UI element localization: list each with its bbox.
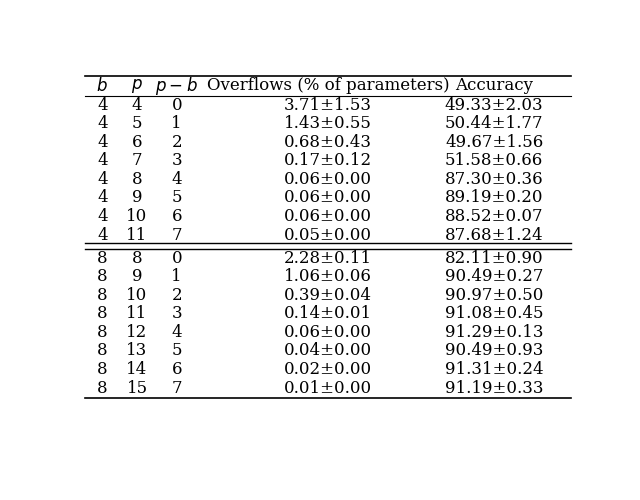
Text: $b$: $b$	[97, 76, 108, 94]
Text: 88.52±0.07: 88.52±0.07	[445, 208, 543, 225]
Text: Accuracy: Accuracy	[455, 77, 533, 94]
Text: 13: 13	[127, 342, 148, 359]
Text: 2: 2	[172, 286, 182, 304]
Text: 4: 4	[97, 190, 108, 206]
Text: 7: 7	[172, 226, 182, 244]
Text: 6: 6	[172, 208, 182, 225]
Text: 51.58±0.66: 51.58±0.66	[445, 152, 543, 170]
Text: 49.67±1.56: 49.67±1.56	[445, 134, 543, 150]
Text: 1.06±0.06: 1.06±0.06	[284, 268, 372, 285]
Text: 0.06±0.00: 0.06±0.00	[284, 324, 372, 341]
Text: 8: 8	[97, 268, 108, 285]
Text: 14: 14	[127, 361, 148, 378]
Text: Overflows (% of parameters): Overflows (% of parameters)	[207, 77, 449, 94]
Text: $p-b$: $p-b$	[156, 74, 198, 96]
Text: 4: 4	[97, 171, 108, 188]
Text: 0.39±0.04: 0.39±0.04	[284, 286, 372, 304]
Text: 91.29±0.13: 91.29±0.13	[445, 324, 543, 341]
Text: 0: 0	[172, 250, 182, 266]
Text: 1.43±0.55: 1.43±0.55	[284, 115, 372, 132]
Text: 4: 4	[97, 226, 108, 244]
Text: 3: 3	[172, 306, 182, 322]
Text: 87.30±0.36: 87.30±0.36	[445, 171, 543, 188]
Text: 10: 10	[127, 208, 148, 225]
Text: 8: 8	[97, 250, 108, 266]
Text: 91.08±0.45: 91.08±0.45	[445, 306, 543, 322]
Text: 4: 4	[97, 208, 108, 225]
Text: 0.01±0.00: 0.01±0.00	[284, 380, 372, 396]
Text: 0.06±0.00: 0.06±0.00	[284, 190, 372, 206]
Text: 0.14±0.01: 0.14±0.01	[284, 306, 372, 322]
Text: 5: 5	[172, 190, 182, 206]
Text: 0.17±0.12: 0.17±0.12	[284, 152, 372, 170]
Text: 4: 4	[97, 134, 108, 150]
Text: 4: 4	[172, 171, 182, 188]
Text: 2.28±0.11: 2.28±0.11	[284, 250, 372, 266]
Text: $p$: $p$	[131, 76, 143, 94]
Text: 1: 1	[172, 115, 182, 132]
Text: 8: 8	[132, 171, 142, 188]
Text: 8: 8	[132, 250, 142, 266]
Text: 0.05±0.00: 0.05±0.00	[284, 226, 372, 244]
Text: 4: 4	[132, 96, 142, 114]
Text: 8: 8	[97, 306, 108, 322]
Text: 0.68±0.43: 0.68±0.43	[284, 134, 372, 150]
Text: 90.49±0.93: 90.49±0.93	[445, 342, 543, 359]
Text: 11: 11	[127, 226, 148, 244]
Text: 8: 8	[97, 324, 108, 341]
Text: 8: 8	[97, 361, 108, 378]
Text: 82.11±0.90: 82.11±0.90	[445, 250, 543, 266]
Text: 12: 12	[127, 324, 148, 341]
Text: 6: 6	[172, 361, 182, 378]
Text: 0.06±0.00: 0.06±0.00	[284, 171, 372, 188]
Text: 4: 4	[97, 96, 108, 114]
Text: 5: 5	[172, 342, 182, 359]
Text: 1: 1	[172, 268, 182, 285]
Text: 9: 9	[132, 190, 142, 206]
Text: 2: 2	[172, 134, 182, 150]
Text: 8: 8	[97, 286, 108, 304]
Text: 3: 3	[172, 152, 182, 170]
Text: 11: 11	[127, 306, 148, 322]
Text: 91.31±0.24: 91.31±0.24	[445, 361, 543, 378]
Text: 0.02±0.00: 0.02±0.00	[284, 361, 372, 378]
Text: 0.06±0.00: 0.06±0.00	[284, 208, 372, 225]
Text: 10: 10	[127, 286, 148, 304]
Text: 0: 0	[172, 96, 182, 114]
Text: 15: 15	[127, 380, 148, 396]
Text: 4: 4	[97, 152, 108, 170]
Text: 50.44±1.77: 50.44±1.77	[445, 115, 543, 132]
Text: 5: 5	[132, 115, 142, 132]
Text: 87.68±1.24: 87.68±1.24	[445, 226, 543, 244]
Text: 7: 7	[172, 380, 182, 396]
Text: 89.19±0.20: 89.19±0.20	[445, 190, 543, 206]
Text: 9: 9	[132, 268, 142, 285]
Text: 4: 4	[97, 115, 108, 132]
Text: 8: 8	[97, 380, 108, 396]
Text: 0.04±0.00: 0.04±0.00	[284, 342, 372, 359]
Text: 6: 6	[132, 134, 142, 150]
Text: 7: 7	[132, 152, 142, 170]
Text: 4: 4	[172, 324, 182, 341]
Text: 90.49±0.27: 90.49±0.27	[445, 268, 543, 285]
Text: 91.19±0.33: 91.19±0.33	[445, 380, 543, 396]
Text: 8: 8	[97, 342, 108, 359]
Text: 3.71±1.53: 3.71±1.53	[284, 96, 372, 114]
Text: 49.33±2.03: 49.33±2.03	[445, 96, 543, 114]
Text: 90.97±0.50: 90.97±0.50	[445, 286, 543, 304]
